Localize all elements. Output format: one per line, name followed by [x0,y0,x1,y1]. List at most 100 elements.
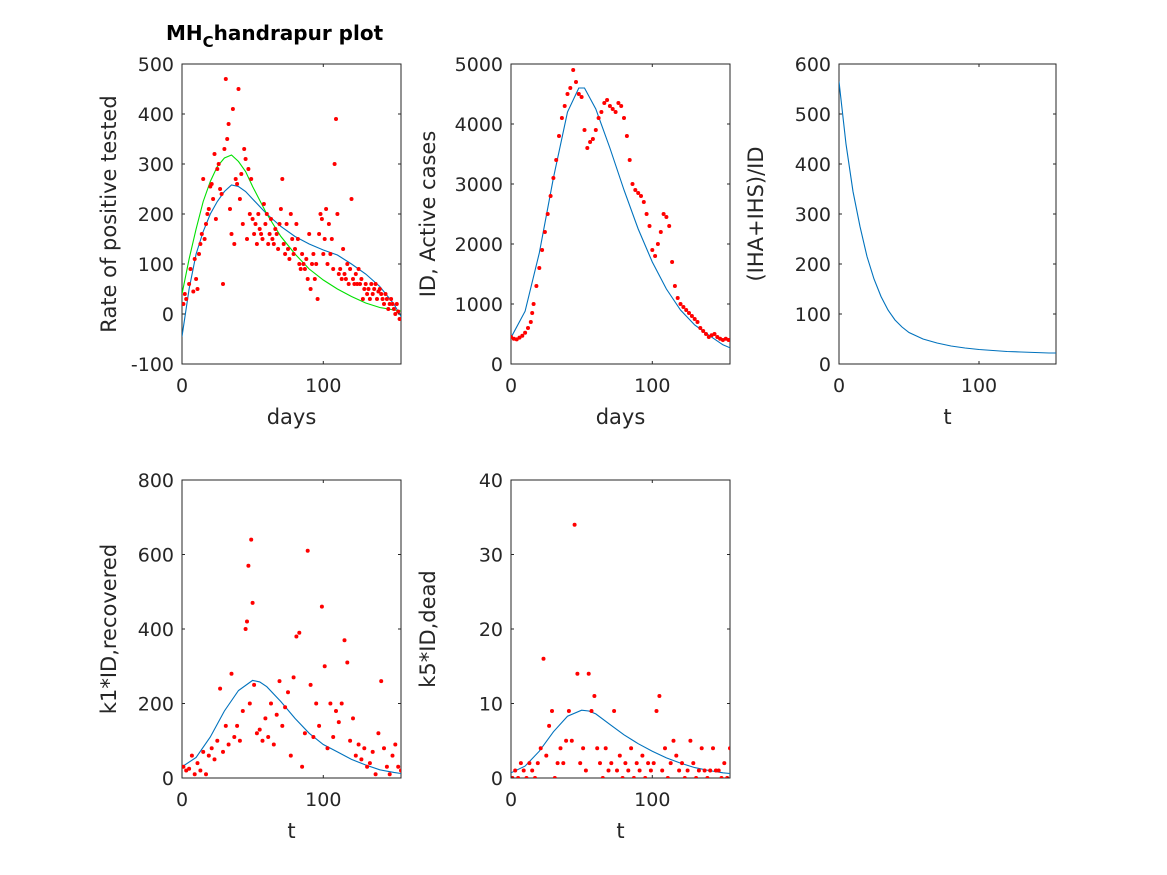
data-point [218,686,223,691]
data-point [291,252,296,256]
data-point [192,257,197,261]
data-point [713,768,718,773]
data-point [629,746,634,751]
data-point [195,287,200,291]
data-point [286,247,290,251]
data-point [547,723,552,728]
data-point [592,694,597,698]
data-point [331,267,336,271]
data-point [226,742,231,747]
data-point [218,187,223,191]
data-point [206,207,211,211]
data-point [376,731,381,736]
data-point [338,267,343,271]
data-point [603,746,608,751]
data-point [348,738,353,743]
data-point [189,753,194,758]
data-point [215,167,220,171]
data-point [308,682,313,687]
data-point [339,701,344,706]
data-point [654,709,659,713]
y-tick-label: 400 [138,619,174,641]
data-point [263,716,268,721]
data-point [246,167,251,171]
data-point [716,768,721,773]
data-point [229,671,234,676]
data-point [588,140,593,144]
data-point [349,197,354,201]
data-point [379,292,384,296]
data-point [209,746,214,751]
data-point [197,252,201,256]
data-point [568,86,573,90]
data-point [383,292,388,296]
data-point [202,237,207,241]
data-point [631,776,636,778]
data-point [558,746,563,751]
data-point [317,723,322,728]
data-point [566,709,571,713]
data-point [616,101,621,105]
data-point [252,682,257,687]
data-point [322,237,327,241]
data-point [300,252,305,256]
data-point [643,776,648,778]
data-point [237,197,242,201]
data-point [283,705,288,710]
data-point [366,287,371,291]
data-point [195,761,200,766]
data-point [291,675,296,680]
data-point [351,277,355,281]
y-tick-label: 0 [491,768,503,790]
data-point [235,723,240,728]
figure-title-rest: handrapur plot [214,21,384,45]
data-point [711,746,715,751]
data-point [678,302,683,306]
data-point [204,772,208,777]
data-point [353,272,358,276]
data-point [215,738,220,743]
data-point [283,252,288,256]
data-point [657,694,662,698]
data-point [225,137,230,141]
data-point [254,731,259,736]
data-point [540,248,545,252]
data-point [332,162,337,166]
data-point [380,297,385,301]
data-point [609,761,614,766]
data-point [726,338,730,342]
data-point [246,563,251,568]
data-point [619,104,624,108]
data-point [335,212,340,216]
data-point [689,314,694,318]
data-point [696,768,701,773]
data-point [531,302,536,306]
data-point [277,679,282,684]
data-point [613,110,618,114]
y-tick-label: 5000 [455,54,503,76]
data-point [641,200,646,204]
data-point [394,302,399,306]
data-point [712,332,717,336]
data-point [223,723,228,728]
data-point [598,761,602,766]
data-point [233,177,238,181]
y-tick-label: 600 [795,54,831,76]
y-tick-label: 500 [795,104,831,126]
data-point [593,128,598,132]
data-point [249,177,254,181]
data-point [250,217,255,221]
data-point [328,701,333,706]
data-point [232,735,237,739]
data-point [336,272,341,276]
data-point [314,262,319,266]
data-point [523,330,528,335]
data-point [188,267,193,271]
data-point [564,738,569,743]
data-point [305,548,310,553]
data-point [236,87,241,91]
data-point [671,738,676,743]
data-point [557,134,561,138]
data-point [182,292,187,296]
data-point [599,110,604,114]
